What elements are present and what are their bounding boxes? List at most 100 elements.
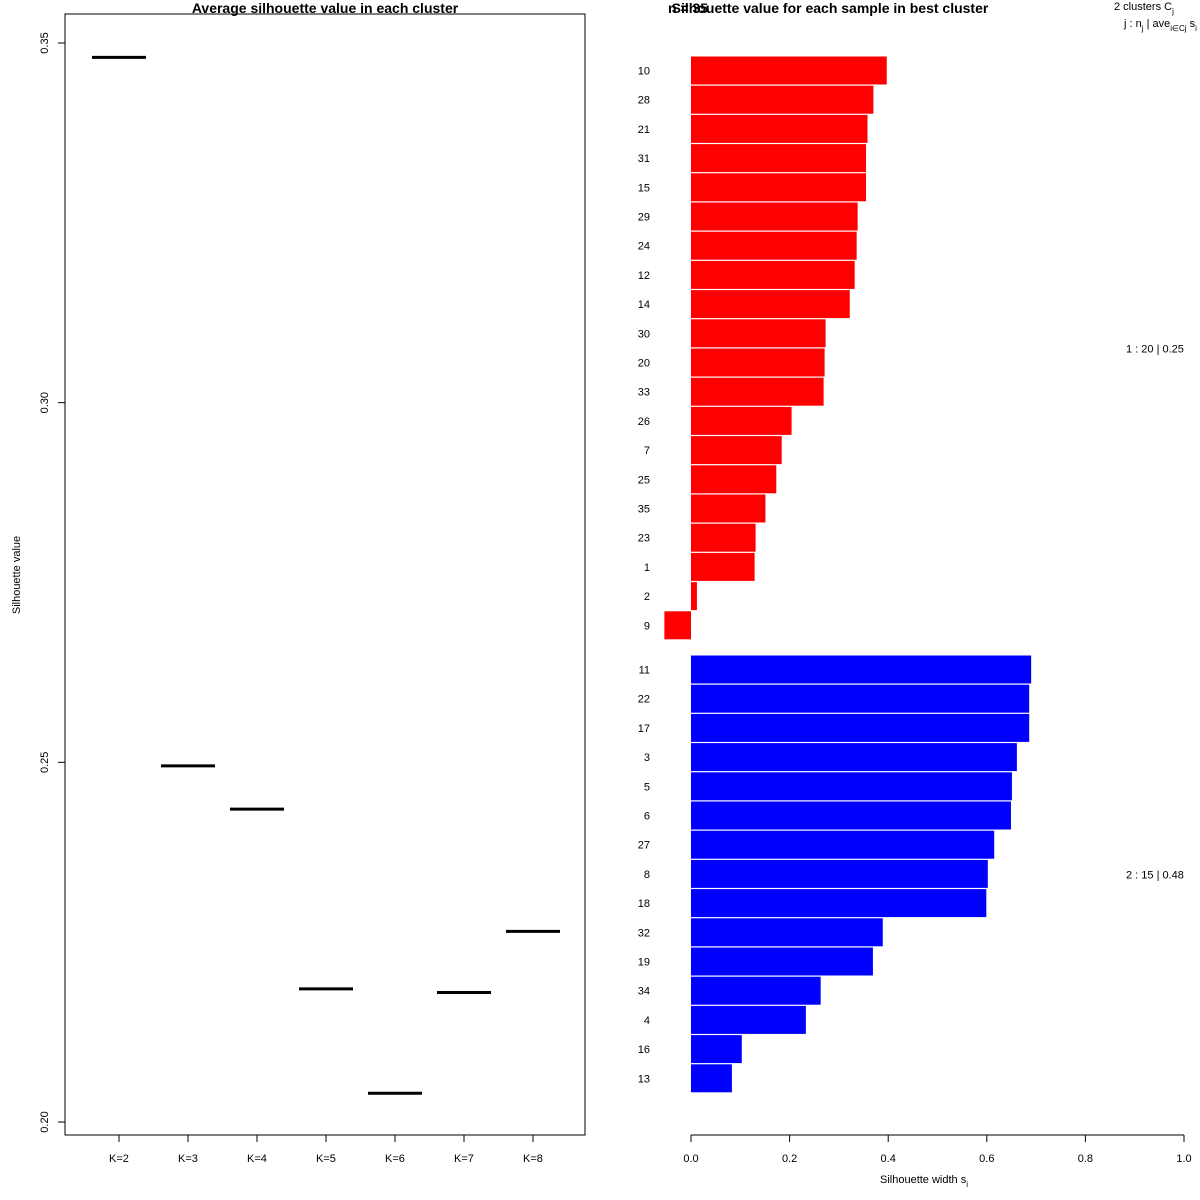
sample-label: 33: [638, 387, 650, 399]
silhouette-bar: [691, 85, 874, 114]
left-x-tick-label: K=8: [523, 1153, 543, 1165]
cluster-summary: 2 : 15 | 0.48: [1126, 870, 1184, 882]
left-x-tick-label: K=7: [454, 1153, 474, 1165]
silhouette-bar: [691, 772, 1012, 801]
overlap-label: n = 35: [668, 0, 708, 16]
sample-label: 5: [644, 781, 650, 793]
left-y-tick-label: 0.25: [39, 752, 51, 773]
silhouette-bar: [691, 1064, 732, 1093]
silhouette-bar: [691, 1005, 806, 1034]
left-plot-frame: [64, 13, 586, 1136]
silhouette-bar: [691, 231, 857, 260]
sample-label: 1: [644, 562, 650, 574]
silhouette-bar: [691, 859, 988, 888]
sample-label: 27: [638, 840, 650, 852]
silhouette-bar: [691, 56, 887, 85]
sample-label: 23: [638, 533, 650, 545]
right-x-tick-label: 0.2: [782, 1153, 797, 1165]
left-marks: [92, 55, 560, 1095]
legend-header-2-f: i: [1195, 24, 1197, 33]
sample-label: 6: [644, 811, 650, 823]
left-y-tick-label: 0.30: [39, 392, 51, 413]
sample-label: 20: [638, 358, 650, 370]
right-x-tick-label: 1.0: [1176, 1153, 1191, 1165]
sample-label: 22: [638, 694, 650, 706]
silhouette-bar: [691, 1035, 742, 1064]
legend-header-2-e: s: [1187, 18, 1196, 30]
x-label-main: Silhouette width s: [880, 1174, 967, 1186]
sample-label: 19: [638, 957, 650, 969]
silhouette-bar: [691, 830, 995, 859]
left-y-tick-label: 0.20: [39, 1111, 51, 1132]
silhouette-bar: [691, 889, 987, 918]
sample-label: 35: [638, 504, 650, 516]
legend-header-2-b: j: [1141, 24, 1144, 33]
left-x-axis: K=2 K=3 K=4 K=5 K=6 K=7 K=8: [109, 1134, 543, 1165]
sample-label: 29: [638, 212, 650, 224]
silhouette-bar: [691, 436, 782, 465]
left-chart-title: Average silhouette value in each cluster: [192, 0, 459, 16]
sample-label: 4: [644, 1015, 650, 1027]
silhouette-bar: [691, 976, 821, 1005]
sample-label: 12: [638, 270, 650, 282]
sample-label: 32: [638, 927, 650, 939]
silhouette-bar: [691, 377, 824, 406]
sample-label: 28: [638, 95, 650, 107]
left-y-axis: 0.20 0.25 0.30 0.35: [39, 32, 66, 1133]
left-panel: Average silhouette value in each cluster…: [11, 0, 586, 1165]
left-x-tick-label: K=6: [385, 1153, 405, 1165]
silhouette-bar: [691, 348, 825, 377]
silhouette-bar: [691, 743, 1017, 772]
right-x-tick-label: 0.6: [979, 1153, 994, 1165]
sample-label: 10: [638, 66, 650, 78]
sample-label: 2: [644, 591, 650, 603]
right-x-tick-label: 0.0: [683, 1153, 698, 1165]
legend-header-2-c: | ave: [1144, 18, 1171, 30]
sample-label: 18: [638, 898, 650, 910]
left-x-tick-label: K=4: [247, 1153, 267, 1165]
left-y-tick-label: 0.35: [39, 32, 51, 53]
left-x-tick-label: K=2: [109, 1153, 129, 1165]
legend-header-2-d: i∈Cj: [1170, 24, 1187, 33]
silhouette-bar: [691, 552, 755, 581]
silhouette-bar: [691, 406, 792, 435]
sample-label: 17: [638, 723, 650, 735]
silhouette-bar: [691, 114, 868, 143]
right-panel: n = 35 Silhouette value for each sample …: [638, 0, 1197, 1189]
legend-header-2: j : nj | avei∈Cj si: [1123, 18, 1197, 33]
sample-label: 15: [638, 182, 650, 194]
legend-header-1: 2 clusters Cj: [1114, 1, 1174, 16]
sample-label: 31: [638, 153, 650, 165]
silhouette-bar: [691, 144, 867, 173]
silhouette-bar: [691, 801, 1011, 830]
sample-label: 7: [644, 445, 650, 457]
sample-label: 13: [638, 1073, 650, 1085]
left-x-tick-label: K=5: [316, 1153, 336, 1165]
sample-label: 3: [644, 752, 650, 764]
silhouette-bar: [691, 173, 867, 202]
sample-label: 30: [638, 328, 650, 340]
left-x-tick-label: K=3: [178, 1153, 198, 1165]
right-sample-labels: 1028213115292412143020332672535231291122…: [638, 66, 650, 1086]
silhouette-bar: [691, 260, 855, 289]
sample-label: 26: [638, 416, 650, 428]
sample-label: 16: [638, 1044, 650, 1056]
silhouette-bar: [691, 918, 883, 947]
silhouette-bar: [691, 523, 756, 552]
cluster-summary: 1 : 20 | 0.25: [1126, 344, 1184, 356]
right-bars: [664, 56, 1032, 1093]
legend-header-1-main: 2 clusters C: [1114, 1, 1172, 13]
sample-label: 25: [638, 474, 650, 486]
sample-label: 8: [644, 869, 650, 881]
sample-label: 9: [644, 620, 650, 632]
right-x-tick-label: 0.4: [881, 1153, 896, 1165]
silhouette-bar: [691, 494, 766, 523]
sample-label: 11: [639, 665, 650, 677]
right-x-tick-label: 0.8: [1078, 1153, 1093, 1165]
x-label-sub: i: [966, 1180, 968, 1189]
cluster-summaries: 1 : 20 | 0.25 2 : 15 | 0.48: [1126, 344, 1184, 882]
sample-label: 21: [638, 124, 650, 136]
silhouette-bar: [691, 713, 1030, 742]
legend-header-2-a: j : n: [1123, 18, 1142, 30]
silhouette-bar: [691, 465, 777, 494]
